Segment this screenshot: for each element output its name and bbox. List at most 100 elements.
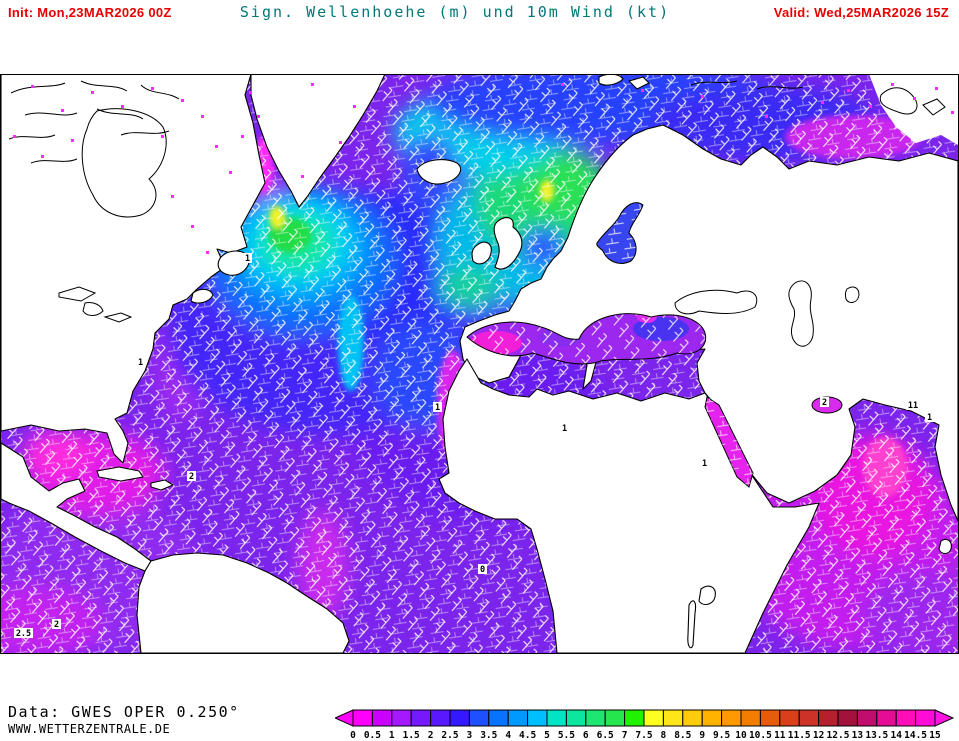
mediterranean-sea	[466, 313, 707, 365]
ice-speckle	[121, 105, 124, 108]
map-label-chip	[700, 458, 709, 468]
inland-water-outlines	[58, 108, 860, 347]
island-svalbard	[598, 75, 650, 90]
legend-tick-13.5: 13.5	[865, 730, 888, 741]
land-nova-scotia	[190, 288, 214, 304]
map-label-text: 0	[480, 565, 485, 575]
legend-tick-0.5: 0.5	[364, 730, 381, 741]
legend-box-1.5	[410, 709, 432, 727]
legend-tick-5.5: 5.5	[558, 730, 575, 741]
legend-tick-7: 7	[622, 730, 628, 741]
map-label-text: 1	[927, 413, 932, 423]
map-label-chip	[560, 423, 569, 433]
legend-box-4.5	[527, 709, 548, 727]
map-label-chip	[820, 397, 829, 407]
legend-tick-15: 15	[929, 730, 941, 741]
ice-speckle	[821, 101, 824, 104]
caspian-sea	[788, 280, 814, 347]
legend-box-13	[856, 709, 878, 727]
legend-tick-3: 3	[467, 730, 473, 741]
marginal-seas	[466, 202, 843, 488]
ice-speckle	[215, 145, 218, 148]
map-label-text: 2	[54, 620, 59, 630]
legend-box-0.5	[371, 709, 393, 727]
legend-box-4	[507, 709, 529, 727]
hudson-bay	[81, 108, 167, 218]
ice-speckle	[41, 155, 44, 158]
legend-box-3.5	[488, 709, 509, 727]
legend-box-3	[468, 709, 490, 727]
footer: Data: GWES OPER 0.250° WWW.WETTERZENTRAL…	[8, 703, 240, 736]
map-label-text: 1	[138, 358, 143, 368]
arctic-coastlines	[8, 80, 946, 164]
ice-speckle	[641, 89, 644, 92]
land-south-america	[136, 552, 350, 653]
legend-tick-7.5: 7.5	[635, 730, 652, 741]
ice-speckle	[229, 171, 232, 174]
land-north-america	[1, 75, 266, 464]
legend-box-7.5	[643, 709, 664, 727]
legend-box-10.5	[759, 709, 781, 727]
legend-tick-10: 10	[735, 730, 747, 741]
map-label-chip	[906, 400, 920, 410]
legend-tick-14: 14	[890, 730, 902, 741]
ice-speckle	[31, 85, 34, 88]
ice-speckle	[71, 139, 74, 142]
legend-box-13.5	[876, 709, 897, 727]
ice-speckle	[339, 141, 342, 144]
land-arctic-white-corner	[869, 75, 958, 145]
red-sea	[704, 396, 754, 488]
legend-tick-14.5: 14.5	[904, 730, 927, 741]
ice-speckle	[201, 115, 204, 118]
legend-tick-0: 0	[350, 730, 356, 741]
legend-svg: 0 0.5 1 1.5 2 2.5 3 3.5 4 4.5 5 5.5 6 6.5 7 7.5 8 8.5 9 9.5…	[333, 709, 955, 741]
island-great-britain	[493, 217, 523, 270]
map-label-text: 1	[245, 254, 250, 264]
legend-tick-6: 6	[583, 730, 589, 741]
map-label-chip	[136, 357, 145, 367]
island-hispaniola	[150, 479, 174, 491]
ice-speckle	[61, 109, 64, 112]
map-label-chip	[52, 619, 61, 629]
map-label-text: 11	[908, 401, 918, 411]
legend-tick-11.5: 11.5	[788, 730, 811, 741]
ice-edge-speckles	[13, 83, 954, 254]
island-cuba	[96, 466, 144, 482]
legend-box-1	[391, 709, 412, 727]
map-label-chip	[433, 402, 442, 412]
legend-box-2	[430, 709, 451, 727]
legend-tick-9.5: 9.5	[713, 730, 730, 741]
ice-speckle	[249, 91, 252, 94]
chart-title: Sign. Wellenhoehe (m) und 10m Wind (kt)	[239, 3, 671, 21]
legend-box-5.5	[565, 709, 587, 727]
island-newfoundland	[217, 250, 250, 276]
legend-tick-13: 13	[852, 730, 864, 741]
ice-speckle	[765, 115, 768, 118]
legend-box-8.5	[682, 709, 703, 727]
legend-box-9	[701, 709, 723, 727]
ice-speckle	[257, 115, 260, 118]
ice-speckle	[171, 195, 174, 198]
legend-tick-2: 2	[428, 730, 434, 741]
ice-speckle	[181, 99, 184, 102]
legend-tick-1: 1	[389, 730, 395, 741]
legend-box-12	[818, 709, 839, 727]
legend-box-9.5	[721, 709, 742, 727]
ice-speckle	[935, 87, 938, 90]
black-sea	[674, 289, 758, 315]
map-label-text: 1	[562, 424, 567, 434]
ice-speckle	[91, 91, 94, 94]
legend-arrow-left	[333, 709, 354, 727]
legend-box-12.5	[837, 709, 858, 727]
island-comoros	[698, 585, 716, 606]
ice-speckle	[301, 175, 304, 178]
ice-speckle	[151, 87, 154, 90]
great-lakes	[58, 286, 133, 323]
wave-height-map: 2.5 2 1 11 1 0 1 2 1 2 1 1	[0, 74, 959, 654]
map-label-text: 2	[189, 472, 194, 482]
legend-box-6	[585, 709, 606, 727]
legend-tick-4.5: 4.5	[519, 730, 536, 741]
ice-speckle	[701, 95, 704, 98]
